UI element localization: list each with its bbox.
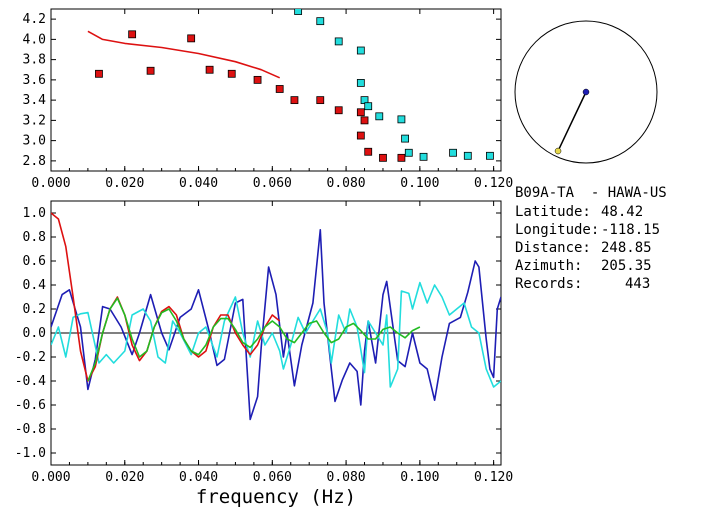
data-point bbox=[401, 134, 409, 143]
y-tick-label: 0.0 bbox=[23, 326, 46, 341]
data-point bbox=[404, 148, 413, 157]
data-point bbox=[364, 147, 373, 156]
distance-label: Distance: bbox=[515, 240, 591, 256]
series-line bbox=[51, 229, 501, 421]
data-point bbox=[227, 69, 236, 78]
y-tick-label: 3.2 bbox=[23, 113, 46, 128]
x-tick-label: 0.100 bbox=[400, 470, 439, 485]
series-line bbox=[87, 30, 281, 79]
data-point bbox=[205, 65, 214, 74]
data-point bbox=[290, 96, 299, 105]
records-row: Records: 443 bbox=[515, 275, 650, 293]
x-tick-label: 0.040 bbox=[179, 176, 218, 191]
distance-value: 248.85 bbox=[601, 240, 652, 256]
data-point bbox=[364, 102, 373, 111]
latitude-label: Latitude: bbox=[515, 204, 591, 220]
x-tick-label: 0.080 bbox=[327, 176, 366, 191]
series-line bbox=[87, 297, 421, 382]
data-point bbox=[375, 112, 384, 121]
y-tick-label: 0.2 bbox=[23, 302, 46, 317]
y-tick-label: -0.4 bbox=[15, 374, 46, 389]
data-point bbox=[419, 152, 428, 161]
station-marker bbox=[554, 147, 562, 155]
x-tick-label: 0.060 bbox=[253, 176, 292, 191]
x-tick-label: 0.000 bbox=[31, 176, 70, 191]
x-tick-label: 0.020 bbox=[105, 470, 144, 485]
x-tick-label: 0.060 bbox=[253, 470, 292, 485]
latitude-value: 48.42 bbox=[601, 204, 644, 220]
y-tick-label: 4.0 bbox=[23, 32, 46, 47]
azimuth-row: Azimuth: 205.35 bbox=[515, 257, 652, 275]
records-value: 443 bbox=[625, 276, 651, 292]
longitude-label: Longitude: bbox=[515, 222, 600, 238]
azimuth-label: Azimuth: bbox=[515, 258, 583, 274]
data-point bbox=[294, 9, 303, 15]
data-point bbox=[356, 46, 365, 55]
data-point bbox=[275, 85, 284, 93]
x-tick-label: 0.100 bbox=[400, 176, 439, 191]
x-tick-label: 0.120 bbox=[474, 470, 513, 485]
series-line bbox=[51, 281, 501, 388]
azimuth-polar-plot bbox=[514, 20, 658, 164]
y-tick-label: 3.8 bbox=[23, 53, 46, 68]
data-point bbox=[334, 106, 343, 115]
data-point bbox=[146, 66, 155, 75]
y-tick-label: 3.0 bbox=[23, 134, 46, 149]
records-label: Records: bbox=[515, 276, 583, 292]
center-marker bbox=[582, 88, 590, 96]
y-tick-label: 4.2 bbox=[23, 12, 46, 27]
data-point bbox=[397, 153, 406, 162]
station-title: B09A-TA - HAWA-US bbox=[515, 185, 667, 201]
data-point bbox=[356, 131, 365, 140]
azimuth-value: 205.35 bbox=[601, 258, 652, 274]
y-tick-label: 3.4 bbox=[23, 93, 47, 108]
y-tick-label: -0.2 bbox=[15, 350, 46, 365]
x-tick-label: 0.120 bbox=[474, 176, 513, 191]
y-tick-label: -1.0 bbox=[15, 446, 46, 461]
longitude-row: Longitude: -118.15 bbox=[515, 221, 660, 239]
data-point bbox=[356, 108, 365, 117]
data-point bbox=[360, 116, 369, 125]
data-point bbox=[356, 79, 365, 87]
distance-row: Distance: 248.85 bbox=[515, 239, 652, 257]
x-tick-label: 0.020 bbox=[105, 176, 144, 191]
series-group bbox=[87, 9, 494, 162]
polar-circle bbox=[514, 20, 658, 164]
data-point bbox=[463, 151, 472, 160]
y-tick-label: 0.4 bbox=[23, 278, 47, 293]
data-point bbox=[486, 151, 494, 160]
plot-frame bbox=[50, 8, 502, 172]
y-tick-label: 2.8 bbox=[23, 154, 46, 169]
data-point bbox=[253, 75, 262, 84]
data-point bbox=[316, 96, 325, 105]
y-tick-label: -0.6 bbox=[15, 398, 46, 413]
y-tick-label: 1.0 bbox=[23, 206, 46, 221]
y-tick-label: 3.6 bbox=[23, 73, 46, 88]
x-tick-label: 0.040 bbox=[179, 470, 218, 485]
longitude-value: -118.15 bbox=[601, 222, 661, 238]
series-line bbox=[51, 212, 281, 382]
correlation-line-chart: 0.000 0.020 0.040 0.060 0.080 0.100 0.120 1.0 0.… bbox=[15, 200, 513, 508]
data-point bbox=[449, 148, 457, 157]
data-point bbox=[334, 37, 343, 46]
dispersion-scatter-chart: 0.000 0.020 0.040 0.060 0.080 0.100 0.120 2.8 3.… bbox=[23, 8, 513, 191]
x-axis-label: frequency (Hz) bbox=[196, 486, 356, 508]
x-tick-label: 0.000 bbox=[31, 470, 70, 485]
y-tick-label: 0.6 bbox=[23, 254, 46, 269]
data-point bbox=[397, 115, 406, 124]
data-point bbox=[187, 34, 196, 43]
y-tick-label: 0.8 bbox=[23, 230, 46, 245]
azimuth-pointer bbox=[557, 91, 587, 152]
series-group bbox=[51, 212, 501, 421]
y-tick-label: -0.8 bbox=[15, 422, 46, 437]
data-point bbox=[316, 17, 325, 26]
latitude-row: Latitude: 48.42 bbox=[515, 203, 643, 221]
data-point bbox=[95, 69, 103, 78]
data-point bbox=[379, 153, 387, 162]
data-point bbox=[128, 30, 137, 39]
x-tick-label: 0.080 bbox=[327, 470, 366, 485]
